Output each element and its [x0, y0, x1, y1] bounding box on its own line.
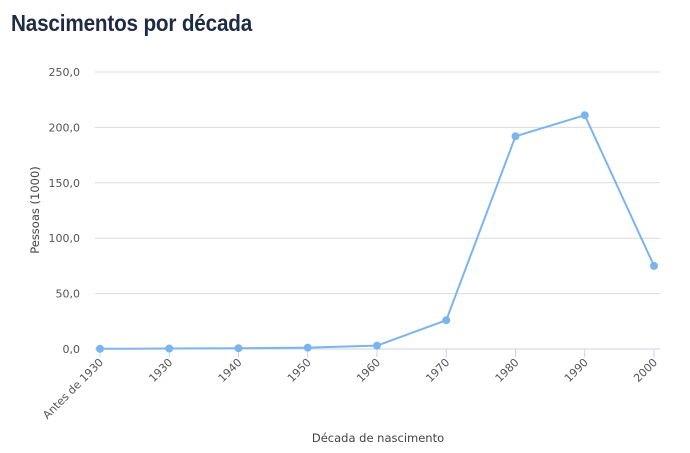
- y-tick-label: 0,0: [63, 343, 81, 356]
- chart-title: Nascimentos por década: [11, 10, 253, 36]
- x-tick-label: 1960: [354, 356, 383, 385]
- y-tick-label: 50,0: [56, 288, 81, 301]
- grid-lines: [95, 71, 660, 350]
- series[interactable]: [96, 111, 658, 353]
- data-point[interactable]: [511, 132, 520, 141]
- data-point[interactable]: [442, 316, 451, 325]
- data-point[interactable]: [303, 343, 312, 352]
- y-axis-label: Pessoas (1000): [28, 166, 42, 254]
- x-tick-label: Antes de 1930: [40, 356, 106, 422]
- x-axis-ticks: Antes de 1930 1930 1940 1950 1960 1970 1980 199…: [40, 349, 660, 422]
- y-tick-label: 150,0: [49, 177, 81, 190]
- x-tick-label: 1990: [562, 356, 591, 385]
- data-point[interactable]: [650, 261, 658, 270]
- y-tick-label: 100,0: [49, 232, 81, 245]
- x-tick-label: 1980: [493, 356, 522, 385]
- x-axis-label: Década de nascimento: [312, 431, 444, 445]
- data-point[interactable]: [373, 341, 381, 350]
- data-point[interactable]: [96, 344, 104, 353]
- data-point[interactable]: [580, 111, 589, 120]
- x-tick-label: 1930: [146, 356, 175, 385]
- x-tick-label: 2000: [631, 356, 660, 385]
- y-tick-label: 200,0: [49, 121, 81, 134]
- data-point[interactable]: [165, 344, 174, 353]
- y-tick-label: 250,0: [49, 66, 81, 79]
- x-tick-label: 1970: [423, 356, 452, 385]
- x-tick-label: 1950: [285, 356, 314, 385]
- series-line: [99, 114, 655, 350]
- x-tick-label: 1940: [216, 356, 245, 385]
- y-axis-ticks: 0,0 50,0 100,0 150,0 200,0 250,0: [49, 66, 81, 356]
- data-point[interactable]: [234, 344, 243, 353]
